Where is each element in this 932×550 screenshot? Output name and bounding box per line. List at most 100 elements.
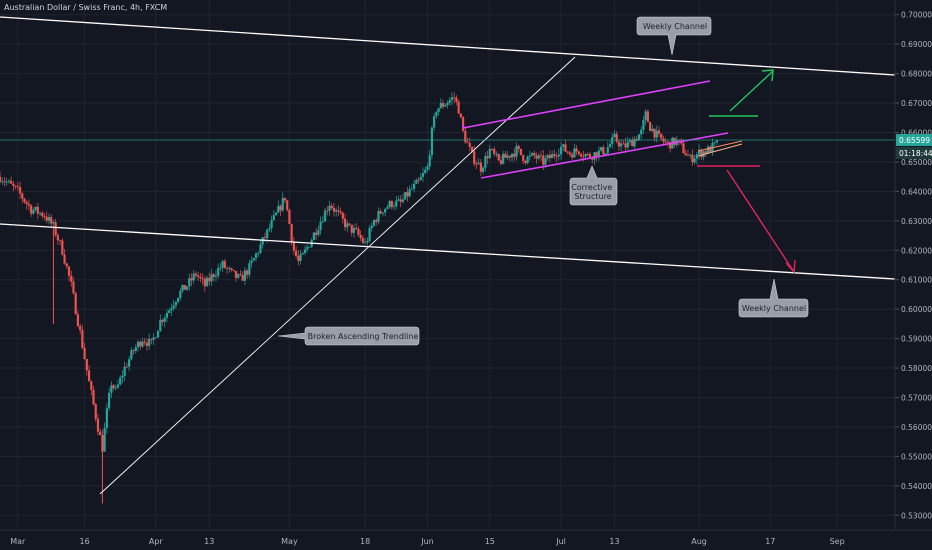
- candle-body-129: [286, 200, 289, 210]
- candle-body-100: [221, 261, 224, 268]
- price-axis[interactable]: 0.70000 0.69000 0.68000 0.67000 0.66000 0.650…: [894, 0, 932, 530]
- countdown-text: 01:18:44: [899, 149, 932, 158]
- candle-body-109: [241, 275, 244, 281]
- candle-body-171: [379, 211, 382, 214]
- callout-weekly-channel-top[interactable]: Weekly Channel: [636, 16, 712, 56]
- candle-body-188: [417, 180, 420, 181]
- x-tick-label-9: 13: [609, 537, 619, 546]
- time-axis[interactable]: Mar 16 Apr 13 May 18 Jun 15 Jul 13 Aug 17 Sep: [0, 529, 932, 546]
- candle-body-279: [620, 143, 623, 147]
- candle-body-312: [693, 158, 696, 163]
- candle-body-270: [600, 147, 603, 151]
- callout-corrective-structure[interactable]: Corrective Structure: [569, 165, 618, 206]
- candle-body-161: [357, 228, 360, 235]
- candle-body-67: [148, 338, 151, 346]
- candle-body-200: [444, 104, 447, 107]
- x-tick-label-3: 13: [204, 537, 214, 546]
- candle-body-62: [136, 341, 140, 348]
- candle-body-6: [12, 183, 15, 186]
- candle-body-160: [355, 227, 358, 229]
- candle-body-131: [290, 223, 293, 242]
- candle-body-78: [172, 305, 175, 309]
- candle-body-2: [3, 181, 6, 183]
- candle-body-80: [177, 297, 180, 303]
- candle-body-165: [366, 241, 369, 243]
- y-tick-label-13: 0.57000: [901, 394, 932, 403]
- candle-body-123: [272, 215, 275, 220]
- candle-body-87: [192, 273, 195, 281]
- callout-weekly-channel-bottom[interactable]: Weekly Channel: [738, 278, 809, 318]
- candle-body-166: [368, 228, 371, 242]
- candle-body-16: [34, 206, 37, 210]
- current-price-text: 0.65599: [899, 136, 930, 145]
- candle-body-208: [461, 117, 465, 131]
- x-tick-label-2: Apr: [149, 537, 164, 546]
- candle-body-34: [74, 293, 77, 315]
- candle-body-278: [617, 141, 621, 147]
- upper-weekly-channel-line[interactable]: [0, 16, 896, 76]
- candle-body-224: [497, 153, 500, 161]
- candle-body-30: [65, 263, 68, 267]
- candle-body-203: [450, 97, 454, 101]
- candle-body-248: [551, 154, 554, 159]
- candle-body-18: [38, 212, 42, 214]
- candle-body-40: [87, 370, 91, 382]
- candle-body-262: [582, 156, 585, 158]
- lower-weekly-channel-line[interactable]: [0, 223, 896, 280]
- candle-body-241: [535, 155, 538, 159]
- candle-body-60: [132, 350, 135, 351]
- callout-broken-trendline-label: Broken Ascending Trendline: [308, 332, 419, 341]
- candle-body-39: [85, 359, 88, 371]
- candle-body-151: [335, 210, 338, 212]
- candle-body-267: [593, 152, 596, 160]
- candle-body-136: [301, 253, 304, 255]
- candle-body-259: [575, 148, 578, 152]
- broken-ascending-trendline[interactable]: [99, 56, 576, 495]
- candle-body-314: [697, 149, 701, 155]
- candle-body-69: [152, 337, 155, 340]
- corrective-lower-line[interactable]: [480, 132, 729, 179]
- candle-body-313: [695, 154, 698, 159]
- candle-body-46: [101, 435, 104, 452]
- corrective-upper-line[interactable]: [462, 80, 711, 129]
- candle-body-227: [504, 153, 507, 158]
- candle-body-73: [161, 319, 164, 322]
- candle-body-152: [337, 210, 340, 212]
- candle-body-280: [622, 143, 625, 145]
- candle-body-260: [577, 151, 580, 154]
- y-tick-label-14: 0.56000: [901, 423, 932, 432]
- candle-body-32: [70, 275, 73, 282]
- candle-body-289: [642, 119, 645, 130]
- current-price-tag: [896, 134, 932, 146]
- candle-body-79: [174, 302, 177, 306]
- callout-weekly-channel-bottom-label: Weekly Channel: [742, 304, 806, 313]
- y-tick-label-3: 0.67000: [901, 99, 932, 108]
- candle-body-55: [121, 375, 124, 378]
- candle-body-145: [321, 221, 324, 223]
- candle-body-176: [390, 201, 393, 208]
- candle-body-307: [682, 143, 685, 154]
- candle-body-95: [210, 274, 213, 282]
- candle-body-25: [54, 222, 57, 236]
- candle-body-211: [468, 142, 471, 147]
- candle-body-22: [47, 217, 51, 221]
- drawings-layer[interactable]: [0, 16, 896, 495]
- candle-body-288: [640, 129, 643, 135]
- candle-body-116: [257, 252, 260, 254]
- candle-body-142: [315, 232, 318, 235]
- callout-corrective-structure-label: Corrective Structure: [571, 183, 615, 201]
- candle-body-110: [243, 270, 247, 281]
- symbol-title: Australian Dollar / Swiss Franc, 4h, FXC…: [4, 3, 168, 12]
- callout-broken-trendline[interactable]: Broken Ascending Trendline: [277, 326, 420, 346]
- candle-body-122: [270, 219, 273, 229]
- candle-body-272: [604, 153, 607, 155]
- candle-body-94: [208, 277, 211, 282]
- candle-body-228: [506, 155, 509, 158]
- candle-body-296: [657, 130, 661, 134]
- candle-body-75: [165, 312, 169, 318]
- candle-body-126: [279, 205, 282, 211]
- candle-body-86: [190, 278, 193, 281]
- candle-body-174: [386, 207, 389, 209]
